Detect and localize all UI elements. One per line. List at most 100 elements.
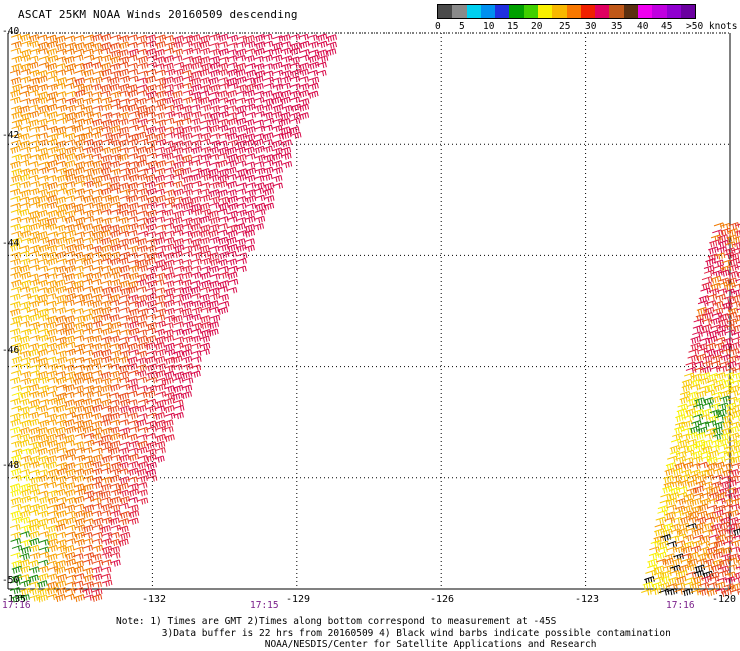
wind-barb: [64, 210, 76, 218]
wind-barb: [10, 160, 21, 169]
wind-barb: [47, 475, 58, 483]
wind-barb: [56, 209, 67, 218]
wind-barb: [181, 63, 193, 72]
wind-barb: [28, 250, 40, 258]
wind-barb: [38, 531, 50, 538]
wind-barb: [37, 518, 49, 527]
wind-barb: [154, 251, 165, 259]
wind-barb: [190, 223, 201, 232]
wind-barb: [91, 327, 103, 335]
wind-barb: [37, 104, 49, 113]
wind-barb: [19, 196, 30, 203]
wind-barb: [72, 580, 84, 587]
wind-barb: [226, 160, 237, 168]
wind-barb: [137, 62, 149, 70]
wind-barb: [101, 96, 113, 104]
wind-barb: [56, 454, 68, 462]
wind-barb: [208, 118, 220, 126]
wind-barb: [92, 105, 104, 112]
wind-barb: [92, 357, 103, 366]
wind-barb: [280, 89, 292, 98]
wind-barb: [155, 160, 167, 169]
wind-barb: [55, 272, 67, 279]
wind-barb: [163, 83, 174, 91]
wind-barb: [91, 481, 103, 489]
wind-barb: [155, 224, 167, 231]
wind-barb: [209, 314, 221, 322]
wind-barb: [155, 308, 167, 316]
wind-barb: [679, 396, 691, 405]
wind-barb: [74, 110, 86, 119]
wind-barb: [181, 327, 193, 336]
wind-barb: [64, 82, 75, 90]
wind-barb: [690, 497, 702, 506]
wind-barb: [73, 468, 85, 476]
wind-barb: [728, 355, 739, 364]
wind-barb: [119, 272, 131, 280]
note-line-2: 3)Data buffer is 22 hrs from 20160509 4)…: [161, 627, 671, 639]
wind-barb: [110, 278, 121, 287]
wind-barb: [82, 146, 94, 154]
wind-barb: [145, 174, 156, 183]
wind-barb: [55, 126, 67, 135]
wind-barb: [29, 222, 41, 231]
wind-barb: [155, 363, 167, 371]
wind-barb: [146, 223, 157, 232]
wind-barb: [163, 370, 175, 379]
wind-barb: [173, 68, 184, 76]
wind-barb: [208, 153, 220, 161]
wind-barb: [734, 319, 740, 323]
wind-barb: [209, 133, 221, 140]
wind-barb: [100, 525, 111, 534]
wind-barb: [29, 552, 41, 560]
wind-barb: [47, 510, 59, 517]
wind-barb: [29, 133, 41, 140]
wind-barb: [64, 224, 75, 232]
wind-barb: [299, 49, 310, 56]
wind-barb: [119, 167, 130, 175]
wind-barb: [163, 334, 175, 343]
wind-barb: [82, 447, 93, 454]
wind-barb: [19, 350, 31, 358]
wind-barb: [163, 104, 175, 112]
wind-barb: [83, 495, 95, 503]
wind-barb: [83, 34, 95, 41]
wind-barb: [109, 306, 120, 314]
wind-barb: [74, 299, 86, 307]
wind-barb: [181, 265, 193, 273]
wind-barb: [164, 434, 175, 443]
wind-barb: [37, 342, 49, 350]
wind-barb: [11, 119, 23, 127]
wind-barb: [146, 385, 158, 393]
wind-barb: [190, 293, 202, 300]
wind-barb: [227, 42, 238, 49]
wind-barb: [721, 305, 733, 313]
wind-barb: [226, 180, 238, 189]
wind-barb: [669, 486, 681, 495]
colorbar-swatch: [623, 5, 638, 18]
wind-barb: [226, 271, 238, 280]
wind-barb: [9, 579, 21, 586]
wind-barb: [146, 238, 158, 246]
wind-barb: [253, 96, 265, 104]
wind-barb: [235, 62, 247, 71]
wind-barb: [55, 294, 67, 303]
wind-barb: [128, 117, 140, 125]
wind-barb: [46, 516, 58, 525]
wind-barb: [92, 454, 104, 463]
wind-barb: [145, 111, 156, 118]
wind-barb: [100, 187, 112, 196]
wind-barb: [109, 474, 120, 483]
wind-barb: [65, 558, 76, 567]
wind-barb: [209, 202, 220, 209]
wind-barb: [154, 455, 165, 463]
wind-barb: [37, 580, 48, 589]
wind-barb: [280, 131, 292, 140]
wind-barb: [74, 104, 85, 111]
wind-barb: [82, 322, 93, 330]
wind-barb: [83, 54, 95, 61]
wind-barb: [28, 77, 40, 85]
wind-barb: [227, 68, 238, 77]
wind-barb: [109, 383, 121, 392]
wind-barb: [200, 329, 212, 337]
